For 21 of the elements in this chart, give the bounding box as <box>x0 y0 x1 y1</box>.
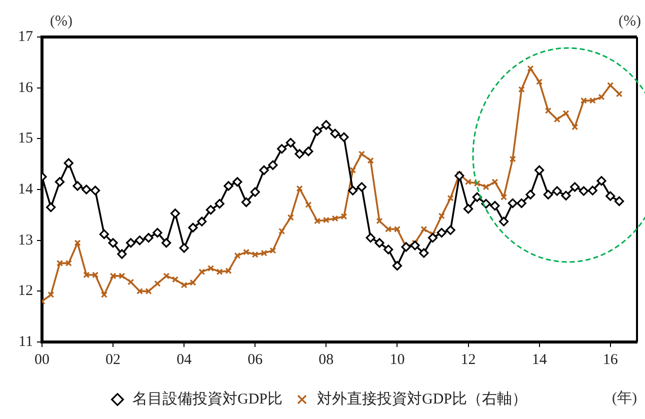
y-tick-label: 12 <box>18 283 33 300</box>
y-tick-label: 11 <box>18 334 33 350</box>
x-tick-label: 02 <box>106 352 121 368</box>
x-tick-label: 12 <box>460 352 476 368</box>
legend-label: 名目設備投資対GDP比 <box>132 390 283 408</box>
x-tick-label: 14 <box>532 352 548 368</box>
y-tick-label: 16 <box>18 80 34 96</box>
x-tick-label: 00 <box>34 352 50 368</box>
y-tick-label: 13 <box>18 232 33 248</box>
x-tick-label: 04 <box>176 352 192 368</box>
x-tick-label: 06 <box>248 352 264 368</box>
y-tick-label: 17 <box>18 28 34 45</box>
y-tick-label: 14 <box>18 181 34 198</box>
x-tick-label: 16 <box>602 352 618 368</box>
legend-label: 対外直接投資対GDP比（右軸） <box>317 390 528 408</box>
y-axis-title: (%) <box>50 13 72 30</box>
y-tick-label: 15 <box>18 130 33 147</box>
x-tick-label: 08 <box>318 352 334 368</box>
x-tick-label: 10 <box>390 352 405 368</box>
x-axis-title: (年) <box>612 389 637 406</box>
y2-axis-title: (%) <box>618 13 641 30</box>
